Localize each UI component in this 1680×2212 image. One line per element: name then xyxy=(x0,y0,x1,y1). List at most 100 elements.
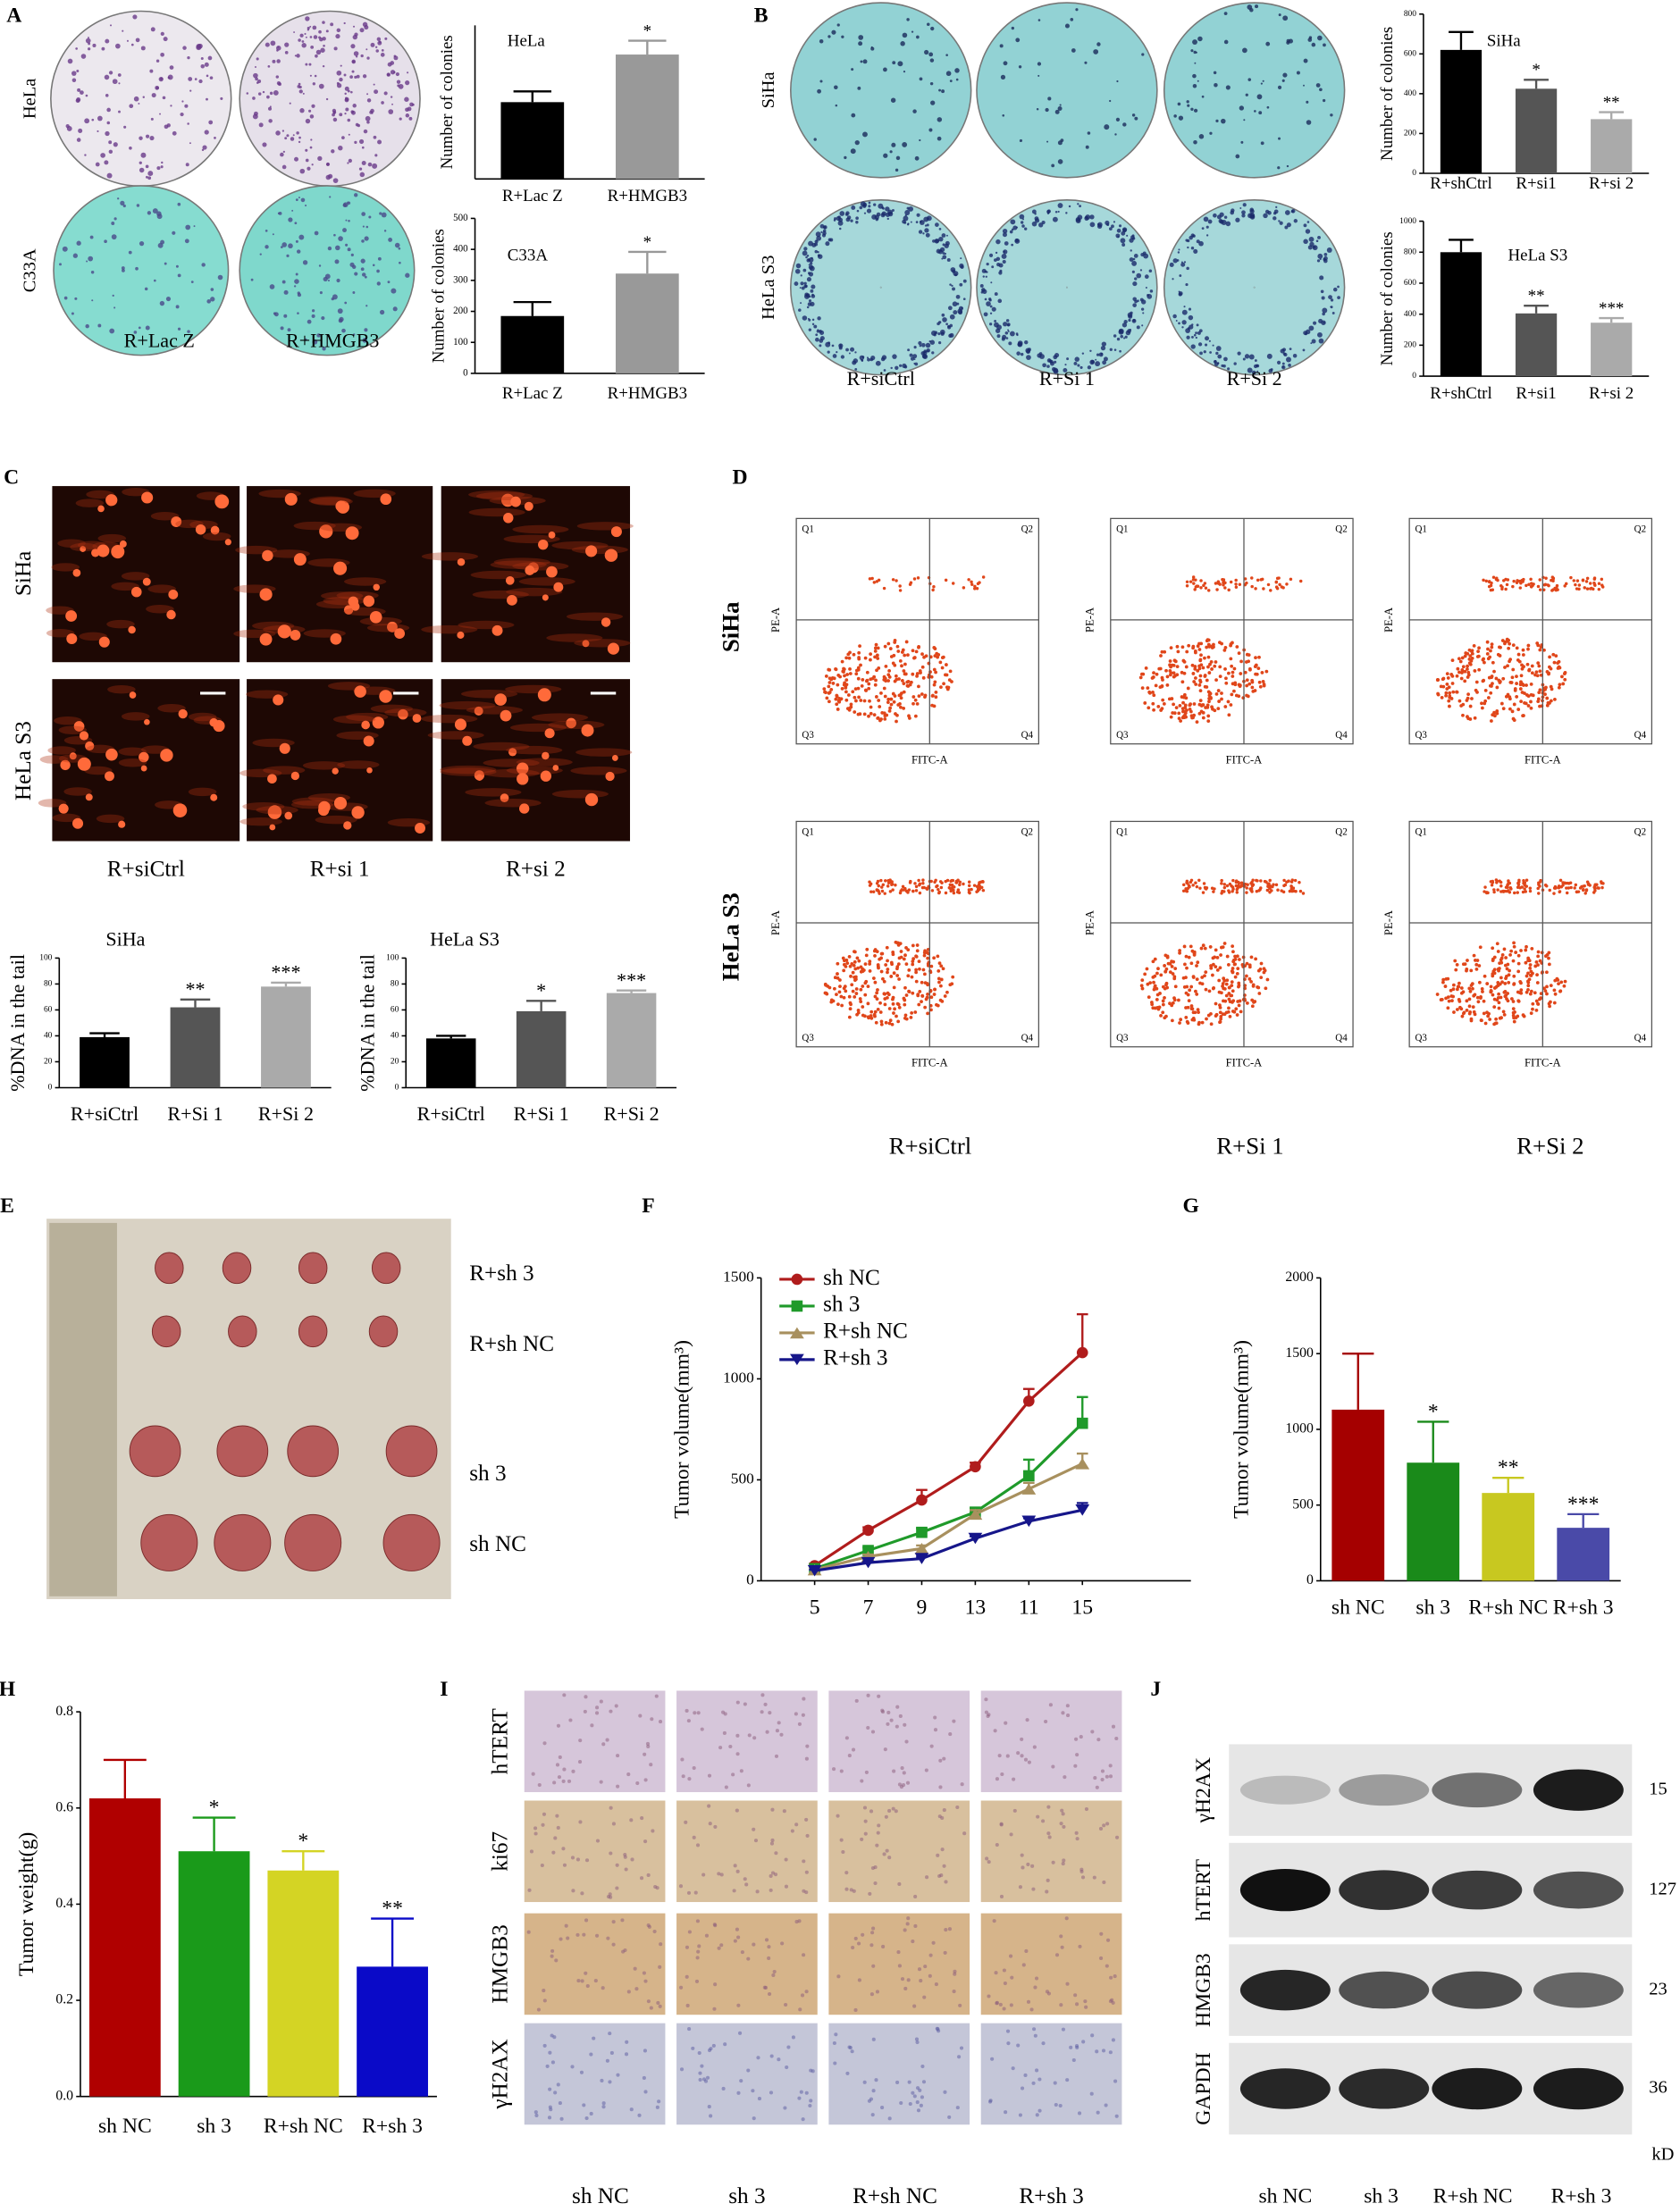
column-label: sh NC xyxy=(1258,2185,1312,2208)
colony xyxy=(276,49,279,52)
colony xyxy=(962,279,967,283)
flow-event xyxy=(1159,973,1163,977)
flow-event xyxy=(1498,654,1502,658)
colony xyxy=(1120,238,1126,244)
flow-event xyxy=(827,691,832,694)
cell xyxy=(794,1822,799,1827)
cell xyxy=(700,2064,704,2068)
flow-event xyxy=(920,993,925,998)
comet-tail xyxy=(512,524,569,534)
colony xyxy=(889,150,893,154)
flow-event xyxy=(1504,956,1508,959)
colony xyxy=(378,40,382,44)
colony xyxy=(309,146,313,149)
colony xyxy=(979,284,984,288)
flow-event xyxy=(1498,680,1502,683)
flow-event xyxy=(1558,666,1562,670)
comet-tail xyxy=(468,507,525,517)
colony xyxy=(806,255,810,257)
colony xyxy=(347,162,349,164)
flow-event xyxy=(1249,887,1254,891)
colony xyxy=(816,235,822,241)
cell xyxy=(527,1888,532,1892)
flow-event xyxy=(1512,1019,1516,1024)
colony xyxy=(298,82,301,86)
y-tick-label: 20 xyxy=(44,1058,53,1067)
flow-event xyxy=(882,992,886,996)
flow-event xyxy=(1196,960,1200,965)
flow-event xyxy=(867,686,871,691)
cell xyxy=(1016,2043,1021,2048)
flow-event xyxy=(1195,977,1199,982)
colony xyxy=(327,279,331,282)
flow-event xyxy=(1525,884,1529,888)
flow-event xyxy=(1507,646,1511,650)
flow-event xyxy=(886,970,889,975)
x-tick-label: R+siCtrl xyxy=(71,1102,139,1125)
cell xyxy=(601,1742,606,1747)
colony xyxy=(105,130,110,137)
colony xyxy=(177,202,181,206)
colony xyxy=(352,333,356,336)
flow-event xyxy=(879,1022,884,1026)
flow-event xyxy=(1220,878,1223,883)
flow-event xyxy=(862,712,867,716)
flow-event xyxy=(836,673,841,677)
colony xyxy=(1037,74,1040,77)
cell xyxy=(1084,2005,1088,2009)
colony xyxy=(809,265,815,272)
colony xyxy=(1312,245,1316,249)
cell xyxy=(871,1926,876,1931)
colony xyxy=(1089,214,1095,220)
band xyxy=(1533,2067,1624,2110)
flow-event xyxy=(883,716,887,721)
flow-event xyxy=(844,964,848,968)
comet-head xyxy=(277,624,291,639)
cell xyxy=(556,2082,560,2087)
colony xyxy=(1254,4,1259,9)
band xyxy=(1339,1870,1430,1910)
flow-event xyxy=(1492,971,1497,976)
colony xyxy=(1114,133,1117,136)
flow-event xyxy=(892,985,896,990)
cell xyxy=(953,1972,957,1976)
flow-event xyxy=(944,578,948,582)
tumor xyxy=(284,1513,342,1571)
comet-head xyxy=(259,588,273,601)
flow-event xyxy=(912,577,917,581)
flow-event xyxy=(1495,709,1499,713)
cell xyxy=(595,1711,600,1715)
cell xyxy=(735,1808,739,1813)
colony xyxy=(996,262,1001,267)
colony xyxy=(1084,215,1089,221)
flow-event xyxy=(888,890,893,893)
colony xyxy=(380,53,385,57)
colony xyxy=(309,25,312,28)
colony xyxy=(292,134,295,137)
flow-event xyxy=(1222,942,1227,945)
colony xyxy=(1115,117,1121,121)
flow-event xyxy=(1182,883,1186,887)
cell xyxy=(786,2045,791,2049)
flow-event xyxy=(1479,1018,1483,1022)
flow-event xyxy=(923,695,927,699)
colony xyxy=(113,142,118,147)
flow-event xyxy=(913,1010,918,1014)
flow-event xyxy=(1492,1005,1497,1009)
cell xyxy=(995,1777,999,1781)
flow-event xyxy=(1483,885,1487,889)
cell xyxy=(697,1944,701,1948)
flow-event xyxy=(853,695,857,700)
flow-event xyxy=(902,682,906,686)
cell xyxy=(804,1817,809,1822)
flow-event xyxy=(1239,659,1243,664)
flow-event xyxy=(1214,660,1218,664)
bar xyxy=(615,54,679,180)
flow-event xyxy=(1489,880,1493,884)
flow-event xyxy=(886,968,890,971)
flow-plot xyxy=(795,517,1039,745)
flow-event xyxy=(1463,679,1467,683)
comet-tail xyxy=(518,577,575,586)
cell xyxy=(849,1888,853,1892)
colony xyxy=(1134,116,1138,121)
